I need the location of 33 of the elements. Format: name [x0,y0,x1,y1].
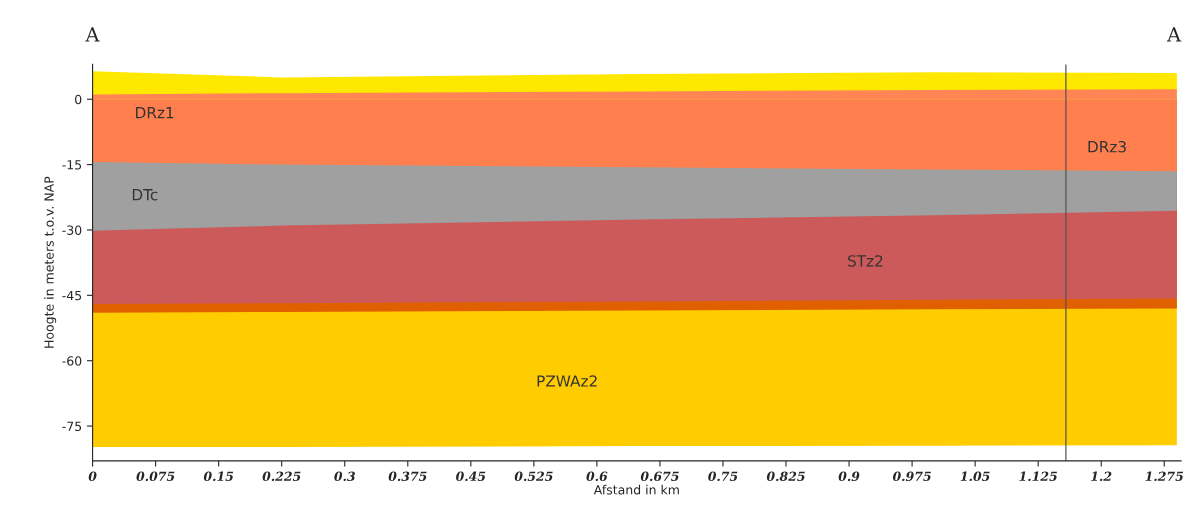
annotation: DRz1 [136,107,174,119]
x-tick-label: 0.3 [334,471,355,482]
x-tick-label: 0.525 [514,471,553,482]
y-tick-label: 0 [75,94,82,105]
x-tick-label: 1.275 [1145,471,1184,482]
x-tick-label: 0.6 [586,471,608,482]
x-tick-label: 0.375 [388,471,427,482]
y-tick-label: -30 [62,225,82,235]
x-tick-label: 0.9 [838,471,860,482]
y-tick-label: -75 [62,421,82,431]
y-tick-label: -45 [62,290,82,301]
x-tick-label: 0.675 [640,471,679,482]
x-tick-label: 1.05 [960,471,990,482]
x-tick-label: 0.075 [136,471,175,482]
annotation: DTc [132,189,158,201]
x-tick-label: 1.2 [1091,471,1112,482]
y-axis-title: Hoogte in meters t.o.v. NAP [44,176,57,348]
annotation: PZWAz2 [537,375,597,387]
x-tick-label: 1.125 [1019,471,1057,482]
x-tick-label: 0.45 [456,471,486,482]
x-tick-label: 0.825 [766,471,805,482]
x-tick-label: 0 [88,471,97,482]
text: A [1166,27,1182,42]
x-tick-label: 0.75 [708,471,738,482]
x-tick-label: 0.975 [892,471,931,482]
x-tick-label: 0.15 [203,471,234,482]
y-tick-label: -60 [62,356,82,366]
annotation: DRz3 [1088,140,1126,153]
x-axis-title: Afstand in km [593,484,679,495]
y-tick-label: -15 [62,160,82,170]
annotation: STz2 [848,255,883,267]
text: A [85,27,100,42]
x-tick-label: 0.225 [262,471,301,482]
